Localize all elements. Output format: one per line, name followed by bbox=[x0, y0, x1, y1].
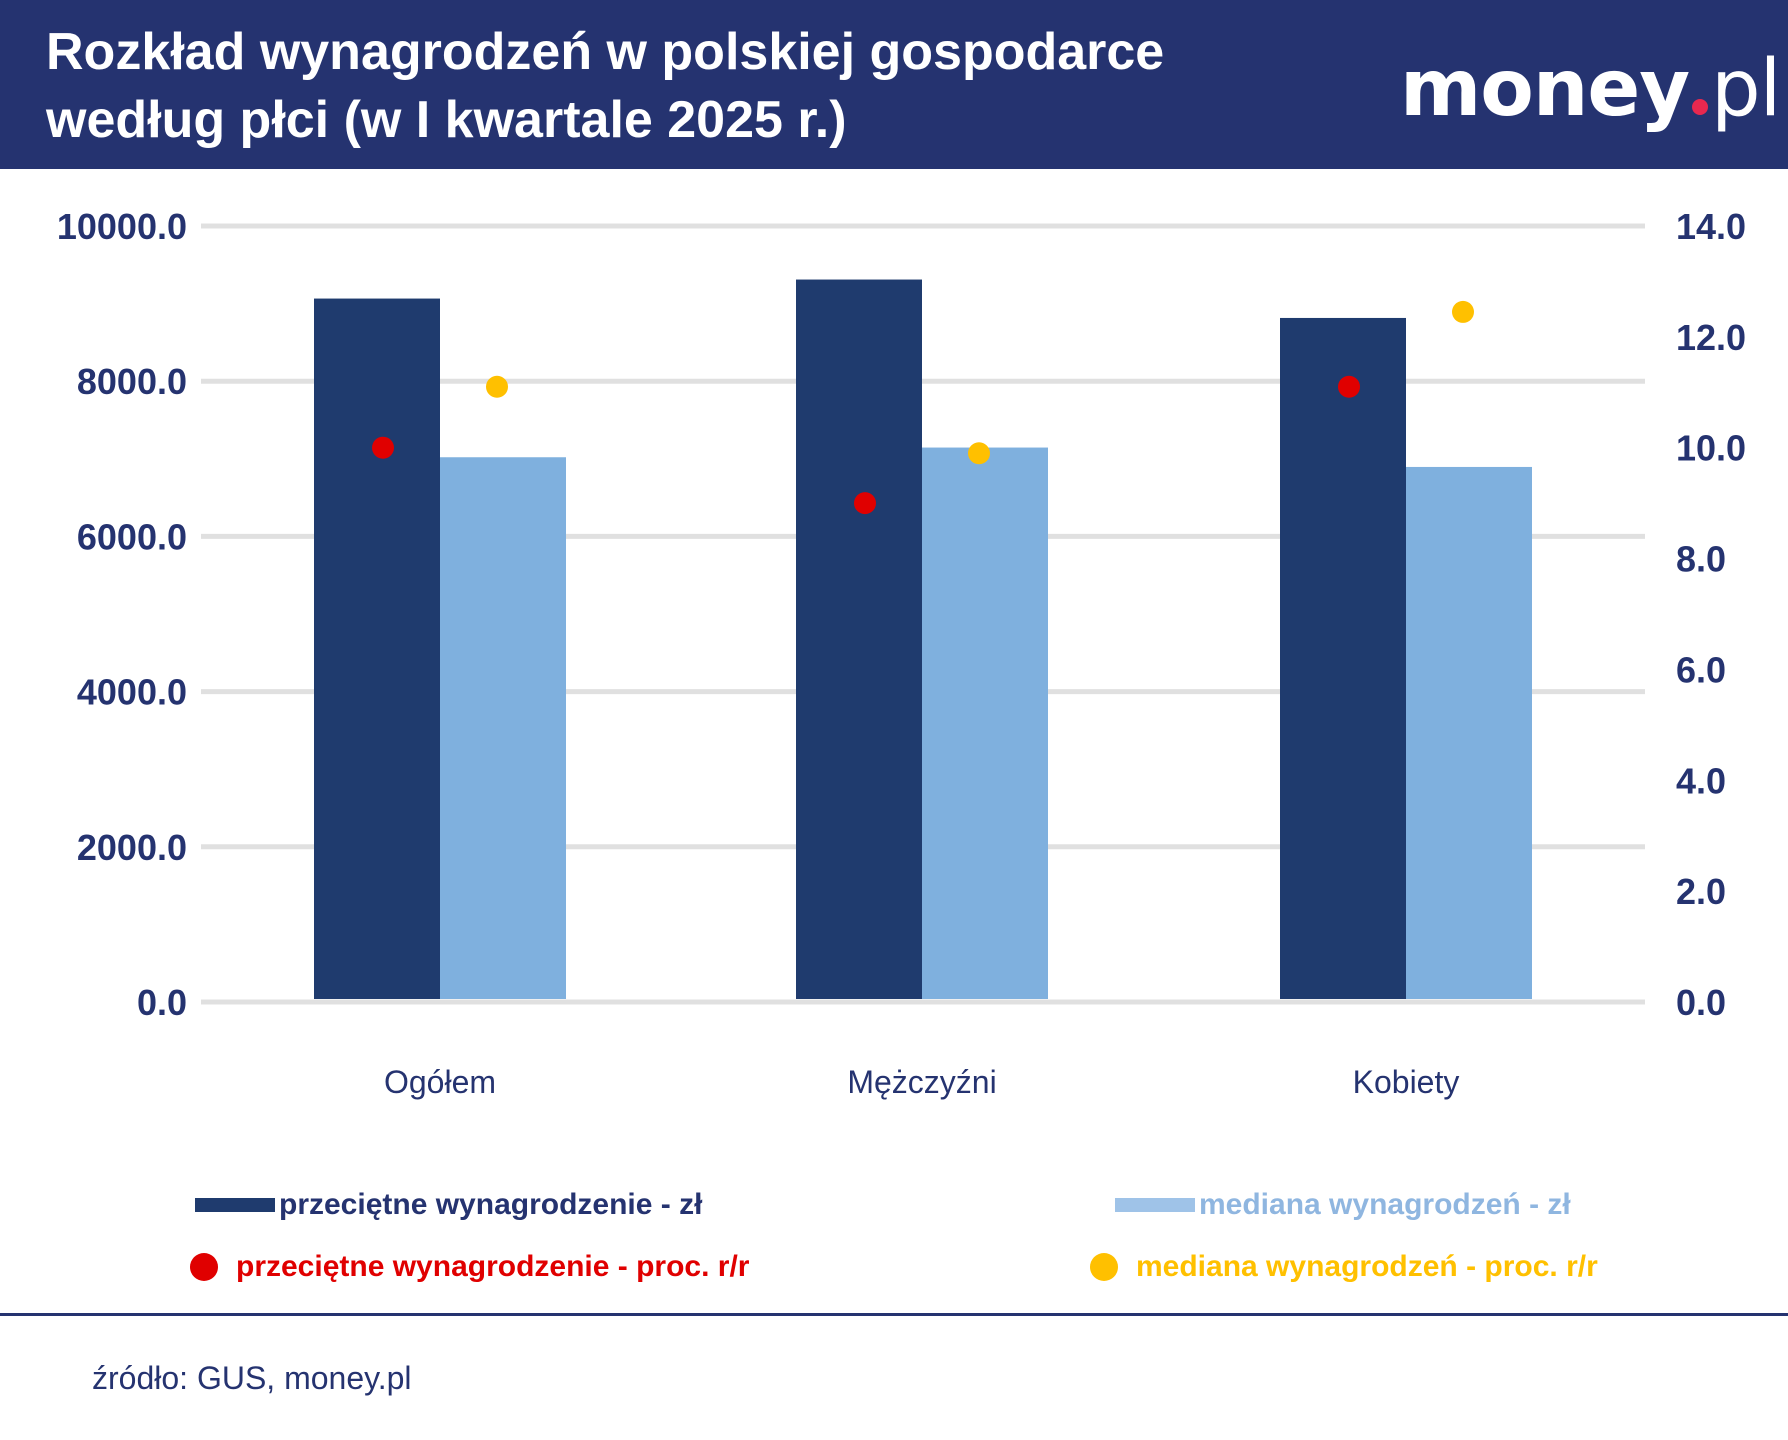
right-axis-tick-label: 8.0 bbox=[1676, 539, 1726, 580]
point-average-yoy bbox=[372, 436, 394, 459]
point-average-yoy bbox=[1338, 375, 1360, 398]
left-axis-tick-label: 10000.0 bbox=[57, 206, 187, 247]
bar-median-salary bbox=[1406, 466, 1532, 999]
legend-item-avg-salary: przeciętne wynagrodzenie - zł bbox=[195, 1188, 702, 1222]
right-axis-tick-label: 0.0 bbox=[1676, 982, 1726, 1023]
source-note: źródło: GUS, money.pl bbox=[92, 1360, 412, 1396]
right-axis-tick-label: 14.0 bbox=[1676, 206, 1746, 247]
right-axis-tick-label: 4.0 bbox=[1676, 760, 1726, 801]
bar-average-salary bbox=[314, 298, 440, 999]
legend-swatch-dark-bar bbox=[195, 1198, 275, 1212]
legend-item-avg-yoy: przeciętne wynagrodzenie - proc. r/r bbox=[190, 1250, 749, 1284]
left-axis-tick-label: 0.0 bbox=[137, 982, 187, 1023]
point-median-yoy bbox=[486, 375, 508, 398]
header-banner: Rozkład wynagrodzeń w polskiej gospodarc… bbox=[0, 0, 1788, 169]
left-axis-tick-label: 6000.0 bbox=[77, 516, 187, 557]
point-average-yoy bbox=[854, 492, 876, 515]
left-axis-tick-label: 4000.0 bbox=[77, 672, 187, 713]
legend-item-median-salary: mediana wynagrodzeń - zł bbox=[1115, 1188, 1571, 1222]
category-label: Ogółem bbox=[384, 1064, 496, 1100]
legend-item-median-yoy: mediana wynagrodzeń - proc. r/r bbox=[1090, 1250, 1598, 1284]
bar-average-salary bbox=[796, 279, 922, 999]
footer-divider bbox=[0, 1313, 1788, 1316]
legend-swatch-light-bar bbox=[1115, 1198, 1195, 1212]
right-axis-tick-label: 12.0 bbox=[1676, 317, 1746, 358]
category-label: Kobiety bbox=[1353, 1064, 1460, 1100]
legend-swatch-yellow-dot bbox=[1090, 1253, 1118, 1281]
chart-plot: 0.0 2000.0 4000.0 6000.0 8000.0 10000.0 0.0 2.0… bbox=[57, 206, 1746, 1100]
bar-median-salary bbox=[922, 447, 1048, 1000]
legend-label: mediana wynagrodzeń - zł bbox=[1199, 1188, 1571, 1221]
right-axis-tick-label: 2.0 bbox=[1676, 871, 1726, 912]
category-label: Mężczyźni bbox=[847, 1064, 996, 1100]
right-axis-tick-label: 6.0 bbox=[1676, 649, 1726, 690]
legend-label: mediana wynagrodzeń - proc. r/r bbox=[1136, 1250, 1598, 1283]
chart-title: Rozkład wynagrodzeń w polskiej gospodarc… bbox=[46, 18, 1346, 154]
title-line-1: Rozkład wynagrodzeń w polskiej gospodarc… bbox=[46, 23, 1165, 81]
legend-label: przeciętne wynagrodzenie - zł bbox=[279, 1188, 703, 1221]
point-median-yoy bbox=[968, 442, 990, 465]
right-axis-tick-label: 10.0 bbox=[1676, 428, 1746, 469]
bar-median-salary bbox=[440, 457, 566, 999]
point-median-yoy bbox=[1452, 300, 1474, 323]
title-line-2: według płci (w I kwartale 2025 r.) bbox=[46, 91, 847, 149]
money-pl-logo: money pl bbox=[1400, 44, 1781, 134]
left-axis-tick-label: 8000.0 bbox=[77, 361, 187, 402]
legend-label: przeciętne wynagrodzenie - proc. r/r bbox=[236, 1250, 750, 1283]
left-axis-tick-label: 2000.0 bbox=[77, 827, 187, 868]
legend-swatch-red-dot bbox=[190, 1253, 218, 1281]
bar-average-salary bbox=[1280, 317, 1406, 999]
